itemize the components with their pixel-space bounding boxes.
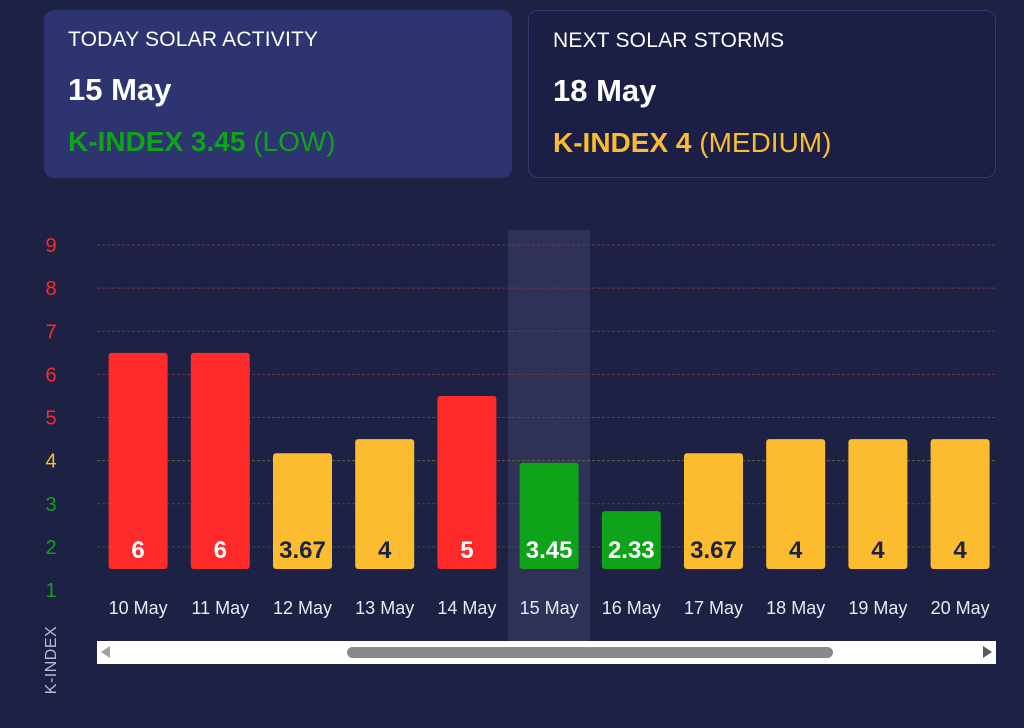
bar[interactable] — [108, 352, 168, 569]
y-tick-label: 3 — [45, 494, 56, 516]
scroll-right-arrow-icon[interactable] — [983, 646, 992, 658]
today-card-title: TODAY SOLAR ACTIVITY — [68, 28, 319, 51]
bar[interactable] — [684, 453, 743, 569]
bar-value-label: 3.45 — [526, 537, 573, 564]
bar-value-label: 3.67 — [690, 537, 737, 564]
bar[interactable] — [437, 395, 497, 569]
x-tick-label: 12 May — [273, 598, 332, 618]
today-kindex-value: K-INDEX 3.45 — [68, 126, 246, 157]
y-tick-label: 4 — [45, 451, 56, 473]
bar-value-label: 4 — [789, 537, 803, 564]
bar-value-label: 4 — [871, 537, 885, 564]
scroll-left-arrow-icon[interactable] — [101, 646, 110, 658]
x-tick-label: 15 May — [520, 598, 579, 618]
x-tick-label: 19 May — [848, 598, 907, 618]
bar[interactable] — [190, 352, 250, 569]
bar[interactable] — [930, 439, 990, 569]
bar[interactable] — [601, 511, 661, 569]
x-tick-label: 14 May — [437, 598, 496, 618]
bar-value-label: 3.67 — [279, 537, 326, 564]
y-tick-label: 1 — [45, 580, 56, 602]
x-tick-label: 13 May — [355, 598, 414, 618]
y-tick-label: 2 — [45, 537, 56, 559]
next-date: 18 May — [553, 73, 657, 108]
x-tick-label: 16 May — [602, 598, 661, 618]
x-tick-label: 17 May — [684, 598, 743, 618]
next-card-title: NEXT SOLAR STORMS — [553, 29, 785, 52]
bar-value-label: 5 — [460, 537, 473, 564]
bar[interactable] — [766, 439, 826, 569]
today-kindex-level: (LOW) — [253, 126, 336, 157]
bar-value-label: 2.33 — [608, 537, 655, 564]
y-tick-label: 7 — [45, 321, 56, 343]
bar-value-label: 4 — [378, 537, 392, 564]
today-activity-card: TODAY SOLAR ACTIVITY 15 May K-INDEX 3.45… — [44, 10, 512, 178]
x-tick-label: 18 May — [766, 598, 825, 618]
bar-value-label: 6 — [131, 537, 144, 564]
x-tick-label: 20 May — [931, 598, 990, 618]
next-storms-card: NEXT SOLAR STORMS 18 May K-INDEX 4 (MEDI… — [528, 10, 996, 178]
y-tick-label: 6 — [45, 364, 56, 386]
next-kindex: K-INDEX 4 (MEDIUM) — [553, 127, 971, 159]
y-tick-label: 5 — [45, 408, 56, 430]
bar[interactable] — [355, 439, 415, 569]
highlight-band — [508, 230, 591, 641]
x-tick-label: 11 May — [191, 598, 249, 618]
today-kindex: K-INDEX 3.45 (LOW) — [68, 126, 488, 158]
next-kindex-value: K-INDEX 4 — [553, 127, 692, 158]
bar[interactable] — [273, 453, 332, 569]
bar[interactable] — [848, 439, 908, 569]
bar-value-label: 6 — [214, 537, 227, 564]
x-tick-label: 10 May — [109, 598, 168, 618]
scroll-thumb[interactable] — [347, 647, 833, 658]
y-tick-label: 8 — [45, 278, 56, 300]
y-axis-label: K-INDEX — [43, 625, 60, 695]
bar[interactable] — [519, 462, 579, 569]
y-tick-label: 9 — [45, 235, 56, 257]
chart-scrollbar[interactable] — [97, 641, 996, 664]
today-date: 15 May — [68, 72, 172, 107]
next-kindex-level: (MEDIUM) — [699, 127, 832, 158]
bar-value-label: 4 — [953, 537, 967, 564]
